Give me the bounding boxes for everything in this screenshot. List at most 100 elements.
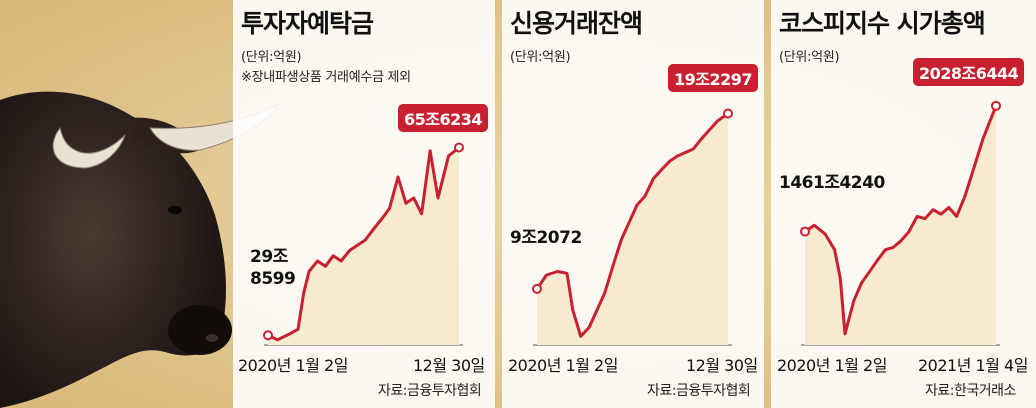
- data-point: [701, 138, 703, 139]
- start-point-marker: [800, 226, 810, 237]
- start-value-label: 29조 8599: [250, 247, 296, 289]
- unit-label: (단위:억원): [510, 50, 571, 65]
- data-point: [844, 333, 846, 335]
- series-area: [537, 113, 728, 345]
- data-point: [580, 335, 582, 337]
- data-point: [604, 292, 606, 293]
- data-point: [861, 282, 863, 284]
- data-point: [676, 155, 678, 157]
- data-point: [308, 271, 310, 272]
- x-start-label: 2020년 1월 2일: [777, 356, 887, 375]
- data-point: [824, 233, 826, 235]
- end-point-marker: [454, 142, 464, 153]
- data-point: [364, 239, 366, 241]
- chart-title: 신용거래잔액: [510, 9, 643, 38]
- chart-title: 투자자예탁금: [241, 9, 374, 38]
- data-point: [356, 244, 358, 246]
- data-point: [644, 195, 646, 197]
- x-end-label: 12월 30일: [686, 356, 758, 375]
- series-area: [268, 147, 459, 345]
- data-point: [853, 300, 855, 302]
- data-point: [303, 292, 305, 293]
- series-line: [267, 146, 460, 342]
- data-point: [868, 271, 870, 273]
- data-point: [876, 260, 878, 262]
- data-point: [684, 152, 686, 153]
- data-point: [972, 171, 974, 173]
- data-point: [884, 249, 886, 251]
- data-point: [340, 260, 342, 262]
- data-point: [566, 272, 568, 274]
- data-point: [545, 274, 547, 276]
- data-point: [405, 202, 407, 204]
- data-point: [397, 176, 399, 178]
- data-point: [332, 255, 334, 257]
- data-point: [288, 334, 290, 335]
- data-point: [324, 265, 326, 267]
- data-point: [834, 249, 836, 251]
- data-point: [447, 155, 449, 157]
- data-point: [316, 260, 318, 262]
- data-point: [557, 271, 559, 272]
- start-value-label: 9조2072: [510, 228, 582, 248]
- footnote: ※장내파생상품 거래예수금 제외: [241, 70, 411, 85]
- data-point: [572, 309, 574, 311]
- start-point-marker: [532, 283, 542, 294]
- data-point: [839, 277, 841, 279]
- end-value-badge: 19조2297: [668, 64, 759, 92]
- data-point: [948, 207, 950, 209]
- data-point: [381, 218, 383, 220]
- data-point: [982, 138, 984, 140]
- data-point: [900, 240, 902, 242]
- x-end-label: 12월 30일: [413, 356, 485, 375]
- data-point: [372, 229, 374, 230]
- end-value-badge: 2028조6444: [913, 58, 1025, 86]
- data-point: [297, 328, 299, 330]
- data-point: [620, 239, 622, 241]
- data-point: [924, 218, 926, 220]
- end-point-marker: [991, 100, 1001, 111]
- unit-label: (단위:억원): [241, 50, 302, 65]
- data-point: [916, 215, 918, 217]
- data-point: [628, 222, 630, 223]
- data-point: [669, 160, 671, 162]
- data-point: [956, 215, 958, 217]
- data-point: [813, 224, 815, 226]
- end-value-badge: 65조6234: [398, 104, 489, 132]
- unit-label: (단위:억원): [779, 50, 840, 65]
- data-point: [596, 309, 598, 311]
- data-point: [437, 197, 439, 199]
- data-point: [413, 197, 415, 199]
- x-start-label: 2020년 1월 2일: [238, 356, 348, 375]
- data-point: [349, 250, 351, 251]
- data-point: [660, 169, 662, 171]
- x-end-label: 2021년 1월 4일: [918, 356, 1028, 375]
- data-point: [636, 204, 638, 206]
- data-point: [709, 129, 711, 131]
- start-value-label: 1461조4240: [779, 173, 885, 193]
- chart-title: 코스피지수 시가총액: [779, 9, 986, 38]
- data-point: [588, 327, 590, 328]
- series-line: [535, 112, 729, 338]
- data-point: [652, 178, 654, 180]
- source-label: 자료:금융투자협회: [647, 383, 751, 399]
- data-point: [716, 120, 718, 122]
- data-point: [429, 150, 431, 152]
- data-point: [932, 209, 934, 211]
- data-point: [421, 213, 423, 215]
- data-point: [276, 339, 278, 341]
- end-point-marker: [723, 108, 733, 119]
- data-point: [389, 208, 391, 209]
- source-label: 자료:금융투자협회: [378, 383, 482, 399]
- data-point: [940, 213, 942, 215]
- data-point: [612, 265, 614, 267]
- data-point: [964, 195, 966, 197]
- data-point: [908, 231, 910, 233]
- series-line: [804, 105, 998, 336]
- source-label: 자료:한국거래소: [925, 383, 1016, 399]
- start-point-marker: [263, 330, 273, 341]
- series-area: [805, 105, 996, 345]
